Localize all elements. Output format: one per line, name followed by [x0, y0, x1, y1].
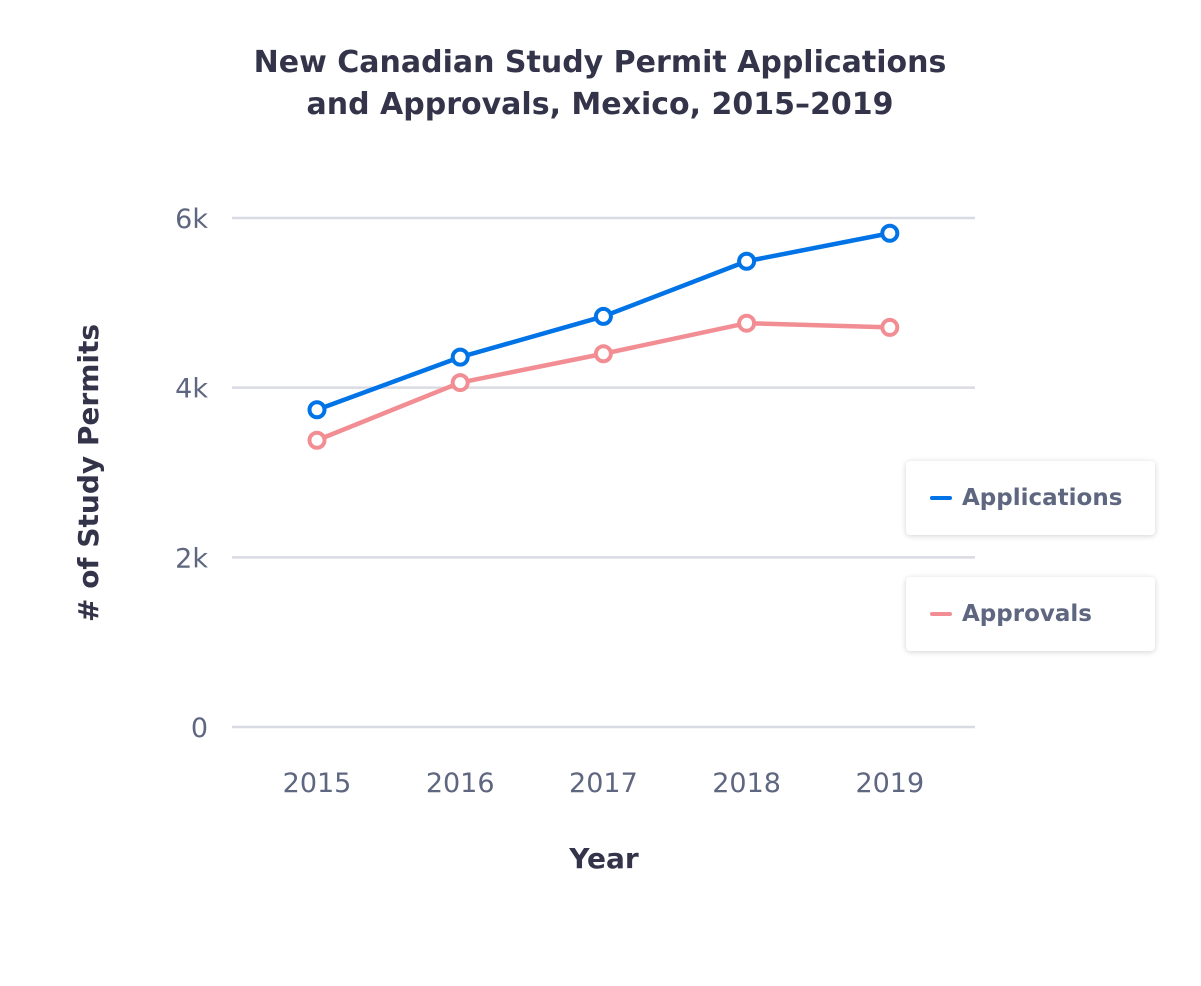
data-point-applications[interactable] [307, 400, 327, 420]
legend-swatch-applications [930, 496, 952, 500]
legend-item-applications[interactable]: Applications [906, 461, 1155, 535]
data-point-approvals[interactable] [307, 430, 327, 450]
series-line-approvals [316, 320, 890, 443]
data-point-approvals[interactable] [737, 313, 757, 333]
y-tick-label: 6k [175, 204, 208, 235]
data-point-applications[interactable] [593, 306, 613, 326]
y-axis-label: # of Study Permits [72, 324, 105, 622]
chart-title-line-1: New Canadian Study Permit Applications [254, 45, 947, 80]
x-tick-label: 2015 [283, 768, 352, 799]
data-point-applications[interactable] [450, 347, 470, 367]
legend-swatch-approvals [930, 612, 952, 616]
y-tick-label: 4k [175, 374, 208, 405]
y-tick-label: 0 [191, 713, 208, 744]
data-point-approvals[interactable] [880, 317, 900, 337]
chart-title-line-2: and Approvals, Mexico, 2015–2019 [307, 87, 894, 122]
x-tick-label: 2017 [569, 768, 638, 799]
legend-label: Applications [962, 485, 1123, 511]
x-tick-label: 2019 [855, 768, 924, 799]
data-point-applications[interactable] [880, 223, 900, 243]
y-tick-label: 2k [175, 543, 208, 574]
x-axis-label: Year [568, 842, 639, 875]
legend-label: Approvals [962, 601, 1092, 627]
x-tick-label: 2018 [712, 768, 781, 799]
x-tick-label: 2016 [426, 768, 495, 799]
data-point-approvals[interactable] [593, 344, 613, 364]
data-point-approvals[interactable] [450, 373, 470, 393]
data-point-applications[interactable] [737, 251, 757, 271]
legend-item-approvals[interactable]: Approvals [906, 577, 1155, 651]
